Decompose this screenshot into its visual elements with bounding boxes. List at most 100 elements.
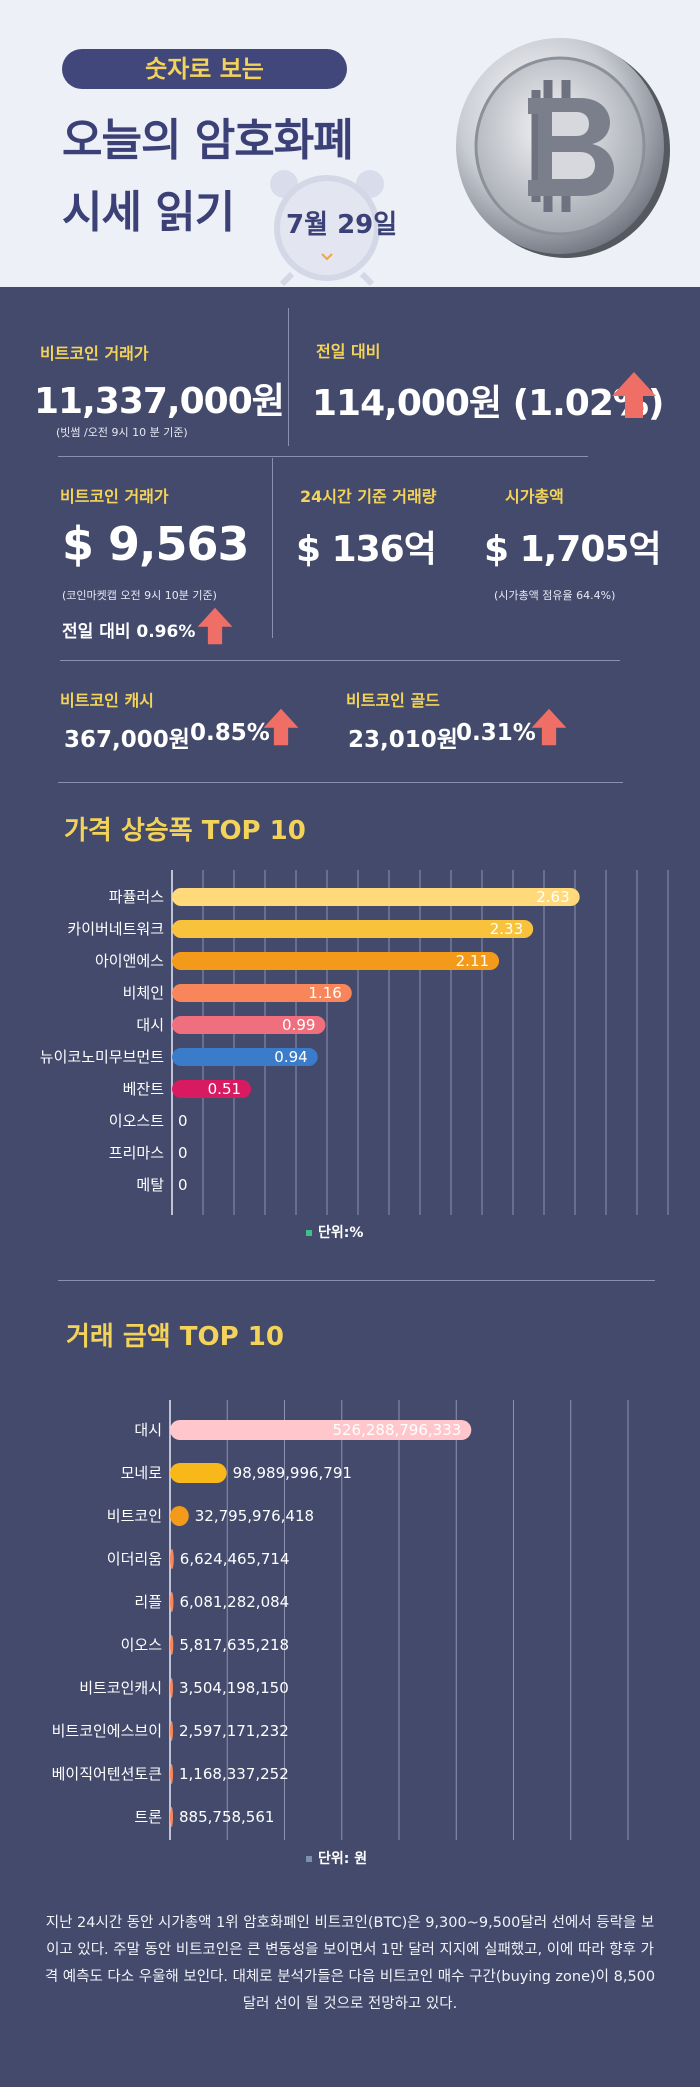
chart2-title: 거래 금액 TOP 10 [66,1322,284,1352]
category-label: 뉴이코노미무브먼트 [40,1048,164,1066]
chart2-unit: 단위: 원 [306,1848,367,1868]
data-label: 0 [178,1112,188,1130]
category-label: 아이앤에스 [95,952,164,970]
btc-usd-value: $ 9,563 [62,517,250,571]
btc-krw-label: 비트코인 거래가 [40,344,149,363]
btg-label: 비트코인 골드 [346,691,440,710]
header-banner: 숫자로 보는 오늘의 암호화폐 시세 읽기 7월 29일 [0,0,700,287]
up-arrow-icon [197,607,233,645]
bar [170,1635,174,1655]
data-label: 2.11 [456,952,489,970]
data-label: 526,288,796,333 [332,1421,461,1439]
bar [170,1463,227,1483]
bar [172,952,500,970]
divider [58,782,623,783]
divider [288,308,289,446]
up-arrow-icon [531,708,567,746]
category-label: 카이버네트워크 [67,920,164,938]
data-label: 0.94 [274,1048,307,1066]
divider [60,660,620,661]
btc-usd-label: 비트코인 거래가 [60,487,169,506]
trade-volume-chart: 대시 526,288,796,333 모네로 98,989,996,791 비트코인 32… [52,1400,629,1840]
data-label: 5,817,635,218 [179,1636,289,1654]
bitcoin-coin-icon [456,38,670,258]
bar [172,1048,318,1066]
marketcap-note: (시가총액 점유율 64.4%) [494,589,616,602]
data-label: 0.99 [282,1016,315,1034]
data-label: 1.16 [308,984,341,1002]
header-pill: 숫자로 보는 [62,49,347,89]
btg-value: 23,010원 [348,727,458,753]
divider [58,456,588,457]
bar [170,1764,173,1784]
divider [272,458,273,638]
prev-day-label: 전일 대비 [316,342,381,361]
volume-label: 24시간 기준 거래량 [300,487,437,506]
data-label: 0 [178,1144,188,1162]
chart1-unit: 단위:% [306,1222,363,1242]
category-label: 파퓰러스 [109,888,164,906]
data-label: 2.63 [536,888,569,906]
bar [170,1807,173,1827]
category-label: 비체인 [123,984,164,1002]
btc-krw-note: (빗썸 /오전 9시 10 분 기준) [56,426,188,439]
chart1-title: 가격 상승폭 TOP 10 [64,816,306,846]
bar [170,1506,189,1526]
data-label: 0.51 [208,1080,241,1098]
page-title-line2: 시세 읽기 [62,187,235,238]
category-label: 비트코인 [107,1507,162,1525]
category-label: 베잔트 [123,1080,165,1098]
bch-label: 비트코인 캐시 [60,691,154,710]
category-label: 비트코인캐시 [79,1679,162,1697]
bar [170,1549,174,1569]
data-label: 6,081,282,084 [179,1593,289,1611]
data-label: 2.33 [490,920,523,938]
price-increase-chart: 파퓰러스 2.63 카이버네트워크 2.33 아이앤에스 2.11 비체인 1.16 대시 0.9… [40,870,669,1215]
btc-krw-value: 11,337,000원 [34,381,285,422]
category-label: 비트코인에스브이 [52,1722,162,1740]
btc-usd-change: 전일 대비 0.96% [62,622,196,642]
data-label: 1,168,337,252 [179,1765,289,1783]
data-label: 0 [178,1176,188,1194]
bar [170,1678,173,1698]
data-label: 2,597,171,232 [179,1722,289,1740]
bar [172,888,580,906]
category-label: 메탈 [136,1176,164,1194]
data-label: 3,504,198,150 [179,1679,289,1697]
category-label: 이오스 [121,1636,163,1654]
divider [58,1280,655,1281]
category-label: 대시 [134,1421,162,1439]
up-arrow-icon [263,708,299,746]
category-label: 프리마스 [109,1144,164,1162]
bch-pct: 0.85% [190,720,270,746]
data-label: 885,758,561 [179,1808,274,1826]
category-label: 트론 [134,1808,162,1826]
data-label: 32,795,976,418 [195,1507,314,1525]
category-label: 대시 [136,1016,164,1034]
bar [172,1016,326,1034]
bar [170,1721,173,1741]
category-label: 모네로 [121,1464,163,1482]
data-label: 98,989,996,791 [233,1464,352,1482]
bar [172,984,352,1002]
category-label: 리플 [134,1593,162,1611]
prev-day-value: 114,000원 (1.02%) [312,383,664,424]
bar [170,1592,174,1612]
bch-value: 367,000원 [64,727,190,753]
bar [170,1420,472,1440]
btg-pct: 0.31% [456,720,536,746]
volume-value: $ 136억 [296,529,437,570]
category-label: 이오스트 [109,1112,164,1130]
date-label: 7월 29일 [286,210,398,240]
alarm-clock-icon [270,170,384,286]
category-label: 베이직어텐션토큰 [52,1765,163,1783]
marketcap-label: 시가총액 [505,487,564,506]
bar [172,1080,252,1098]
btc-usd-note: (코인마켓캡 오전 9시 10분 기준) [62,589,217,602]
summary-paragraph: 지난 24시간 동안 시가총액 1위 암호화폐인 비트코인(BTC)은 9,30… [44,1915,656,2012]
up-arrow-icon [612,372,656,418]
bar [172,920,534,938]
data-label: 6,624,465,714 [180,1550,290,1568]
marketcap-value: $ 1,705억 [484,529,662,570]
page-title-line1: 오늘의 암호화폐 [62,115,354,166]
